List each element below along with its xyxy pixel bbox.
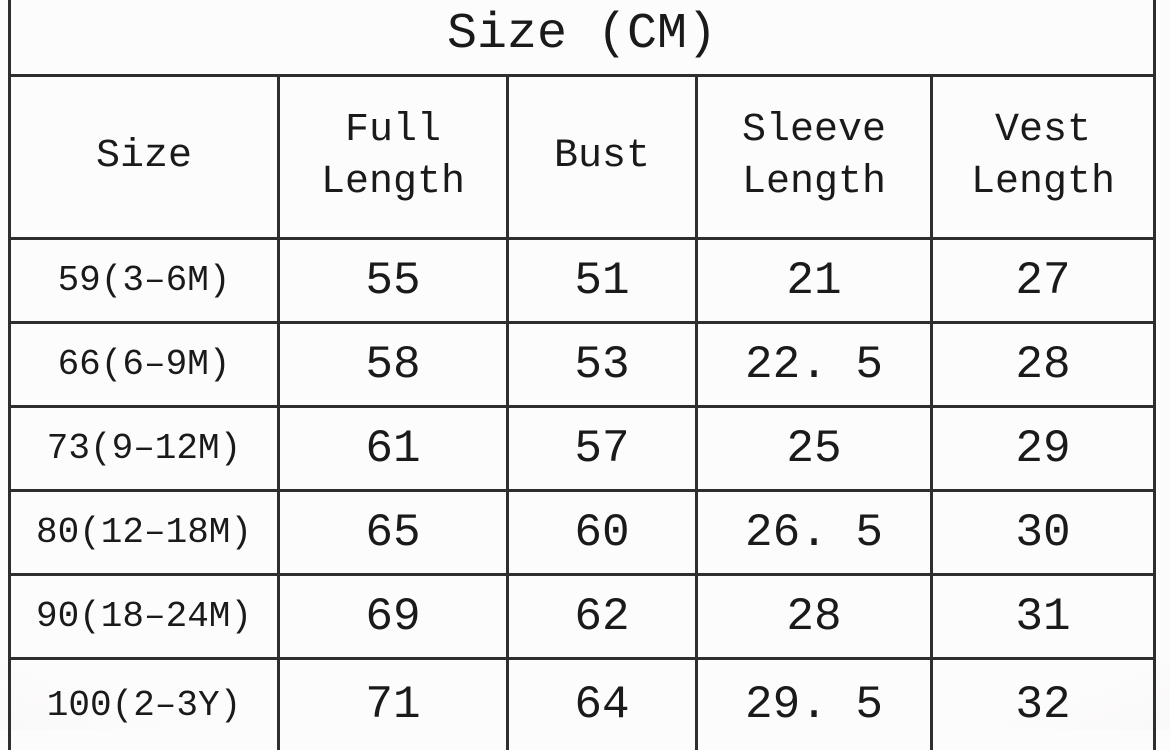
header-label: Size <box>95 134 192 179</box>
cell-bust: 51 <box>506 240 695 321</box>
table-row: 80(12–18M) 65 60 26. 5 30 <box>11 492 1153 576</box>
header-label: Sleeve <box>741 108 887 153</box>
header-label: Length <box>320 160 466 205</box>
cell-full-length: 61 <box>277 408 506 489</box>
cell-full-length: 65 <box>277 492 506 573</box>
header-row: Size Full Length Bust Sleeve Length Vest… <box>11 77 1153 240</box>
cell-vest-length: 29 <box>930 408 1153 489</box>
header-label: Vest <box>994 108 1091 153</box>
table-row: 59(3–6M) 55 51 21 27 <box>11 240 1153 324</box>
cell-size: 90(18–24M) <box>35 596 253 637</box>
cell-vest-length: 31 <box>930 576 1153 657</box>
cell-vest-length: 27 <box>930 240 1153 321</box>
cell-bust: 53 <box>506 324 695 405</box>
cell-full-length: 69 <box>277 576 506 657</box>
table-row: 66(6–9M) 58 53 22. 5 28 <box>11 324 1153 408</box>
cell-sleeve-length: 25 <box>695 408 930 489</box>
cell-size: 80(12–18M) <box>35 512 253 553</box>
header-cell-full-length: Full Length <box>277 77 506 237</box>
cell-sleeve-length: 28 <box>695 576 930 657</box>
header-cell-sleeve-length: Sleeve Length <box>695 77 930 237</box>
cell-sleeve-length: 29. 5 <box>695 660 930 750</box>
cell-sleeve-length: 22. 5 <box>695 324 930 405</box>
cell-sleeve-length: 26. 5 <box>695 492 930 573</box>
cell-size: 100(2–3Y) <box>46 684 242 726</box>
cell-bust: 64 <box>506 660 695 750</box>
header-label: Length <box>741 160 887 205</box>
table-row: 100(2–3Y) 71 64 29. 5 32 <box>11 660 1153 750</box>
table-row: 73(9–12M) 61 57 25 29 <box>11 408 1153 492</box>
table-row: 90(18–24M) 69 62 28 31 <box>11 576 1153 660</box>
cell-sleeve-length: 21 <box>695 240 930 321</box>
header-label: Full <box>344 108 441 153</box>
cell-full-length: 71 <box>277 660 506 750</box>
cell-vest-length: 32 <box>930 660 1153 750</box>
table-title-row: Size (CM) <box>11 0 1153 77</box>
cell-bust: 62 <box>506 576 695 657</box>
header-label: Bust <box>553 134 650 179</box>
header-cell-bust: Bust <box>506 77 695 237</box>
cell-size: 73(9–12M) <box>46 428 242 469</box>
header-cell-size: Size <box>11 77 277 237</box>
cell-bust: 57 <box>506 408 695 489</box>
cell-vest-length: 30 <box>930 492 1153 573</box>
cell-full-length: 58 <box>277 324 506 405</box>
size-chart-table: Size (CM) Size Full Length Bust Sleeve L… <box>8 0 1156 750</box>
table-title: Size (CM) <box>446 5 718 63</box>
cell-vest-length: 28 <box>930 324 1153 405</box>
cell-full-length: 55 <box>277 240 506 321</box>
cell-bust: 60 <box>506 492 695 573</box>
cell-size: 59(3–6M) <box>57 260 231 301</box>
cell-size: 66(6–9M) <box>57 344 231 385</box>
header-cell-vest-length: Vest Length <box>930 77 1153 237</box>
header-label: Length <box>970 160 1116 205</box>
